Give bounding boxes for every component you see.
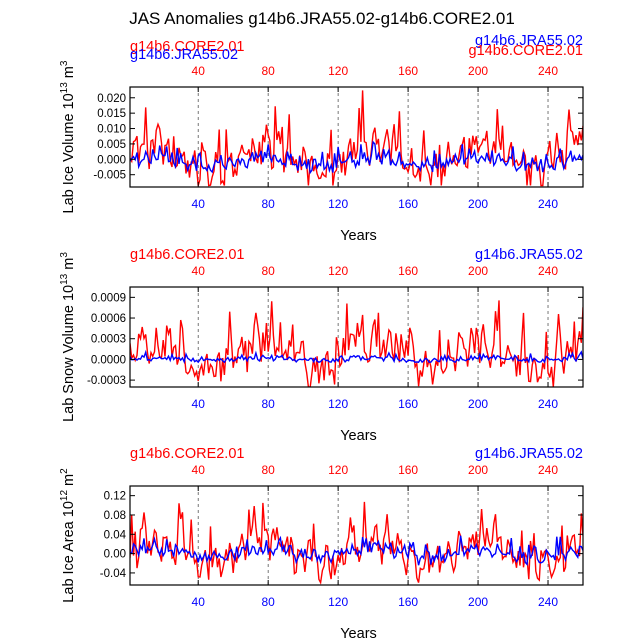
ytick-label: 0.0009 xyxy=(91,292,126,304)
xtick-label-top: 240 xyxy=(538,264,558,278)
xtick-label-bottom: 40 xyxy=(192,595,206,609)
legend-jra: g14b6.JRA55.02 xyxy=(475,33,583,49)
xtick-label-top: 80 xyxy=(261,463,275,477)
xtick-label-top: 200 xyxy=(468,264,488,278)
xtick-label-bottom: 200 xyxy=(468,197,488,211)
ytick-label: 0.0003 xyxy=(91,334,126,346)
xtick-label-top: 120 xyxy=(328,264,348,278)
figure-title: JAS Anomalies g14b6.JRA55.02-g14b6.CORE2… xyxy=(129,9,515,28)
plot-frame xyxy=(129,485,584,586)
xtick-label-bottom: 200 xyxy=(468,397,488,411)
ytick-label: 0.015 xyxy=(97,108,126,120)
xtick-label-bottom: 200 xyxy=(468,595,488,609)
ytick-label: 0.0006 xyxy=(91,313,126,325)
legend-core: g14b6.CORE2.01 xyxy=(130,446,244,462)
xtick-label-top: 160 xyxy=(398,264,418,278)
legend-jra: g14b6.JRA55.02 xyxy=(475,446,583,462)
xtick-label-top: 200 xyxy=(468,64,488,78)
xtick-label-top: 40 xyxy=(192,64,206,78)
xtick-label-bottom: 240 xyxy=(538,397,558,411)
ytick-label: -0.04 xyxy=(100,568,127,580)
xtick-label-bottom: 40 xyxy=(192,397,206,411)
xtick-label-bottom: 160 xyxy=(398,397,418,411)
plot-frame xyxy=(129,86,584,188)
ytick-label: -0.005 xyxy=(93,170,126,182)
xtick-label-top: 240 xyxy=(538,463,558,477)
xtick-label-top: 120 xyxy=(328,64,348,78)
xtick-label-bottom: 120 xyxy=(328,197,348,211)
xtick-label-bottom: 120 xyxy=(328,595,348,609)
xtick-label-top: 80 xyxy=(261,264,275,278)
ytick-label: 0.010 xyxy=(97,124,126,136)
y-axis-label: Lab Ice Area 1012 m2 xyxy=(59,468,77,603)
legend-core: g14b6.CORE2.01 xyxy=(130,247,244,263)
legend-core: g14b6.CORE2.01 xyxy=(130,39,244,55)
ytick-label: 0.005 xyxy=(97,139,126,151)
panel-2: 0.0009 0.0006 0.0003 0.0000 -0.0003 40 40 80 80 1… xyxy=(59,247,584,444)
xtick-label-top: 40 xyxy=(192,264,206,278)
xtick-label-bottom: 160 xyxy=(398,197,418,211)
legend-core-overlap: g14b6.CORE2.01 xyxy=(469,43,583,59)
y-axis-label: Lab Snow Volume 1013 m3 xyxy=(59,252,77,422)
series-line-jra xyxy=(130,349,583,365)
ytick-label: 0.04 xyxy=(104,529,127,541)
xtick-label-top: 160 xyxy=(398,64,418,78)
xtick-label-bottom: 240 xyxy=(538,197,558,211)
xtick-label-top: 160 xyxy=(398,463,418,477)
xtick-label-bottom: 80 xyxy=(261,595,275,609)
x-axis-label: Years xyxy=(340,626,377,638)
xtick-label-top: 40 xyxy=(192,463,206,477)
xtick-label-bottom: 240 xyxy=(538,595,558,609)
series-line-jra xyxy=(130,140,583,175)
ytick-label: 0.020 xyxy=(97,93,126,105)
plot-frame xyxy=(129,286,584,388)
panel-3: 0.12 0.08 0.04 0.00 -0.04 40 40 80 80 120 120 160 16… xyxy=(59,446,584,638)
ytick-label: 0.00 xyxy=(104,549,126,561)
xtick-label-top: 80 xyxy=(261,64,275,78)
panels: 0.020 0.015 0.010 0.005 0.000 -0.005 40 40 80 80 1… xyxy=(59,33,584,638)
xtick-label-bottom: 120 xyxy=(328,397,348,411)
x-axis-label: Years xyxy=(340,428,377,444)
ytick-label: 0.08 xyxy=(104,510,126,522)
xtick-label-bottom: 80 xyxy=(261,397,275,411)
ytick-label: 0.000 xyxy=(97,154,126,166)
y-axis-label: Lab Ice Volume 1013 m3 xyxy=(59,60,77,213)
xtick-label-top: 120 xyxy=(328,463,348,477)
x-axis-label: Years xyxy=(340,228,377,244)
xtick-label-bottom: 160 xyxy=(398,595,418,609)
legend-jra-overlap: g14b6.JRA55.02 xyxy=(130,47,238,63)
panel-1: 0.020 0.015 0.010 0.005 0.000 -0.005 40 40 80 80 1… xyxy=(59,33,584,244)
xtick-label-top: 240 xyxy=(538,64,558,78)
ytick-label: 0.12 xyxy=(104,491,126,503)
xtick-label-bottom: 80 xyxy=(261,197,275,211)
ytick-label: 0.0000 xyxy=(91,354,126,366)
series-line-jra xyxy=(130,535,583,566)
series-line-core xyxy=(130,90,583,187)
xtick-label-bottom: 40 xyxy=(192,197,206,211)
legend-jra: g14b6.JRA55.02 xyxy=(475,247,583,263)
ytick-label: -0.0003 xyxy=(87,375,126,387)
xtick-label-top: 200 xyxy=(468,463,488,477)
